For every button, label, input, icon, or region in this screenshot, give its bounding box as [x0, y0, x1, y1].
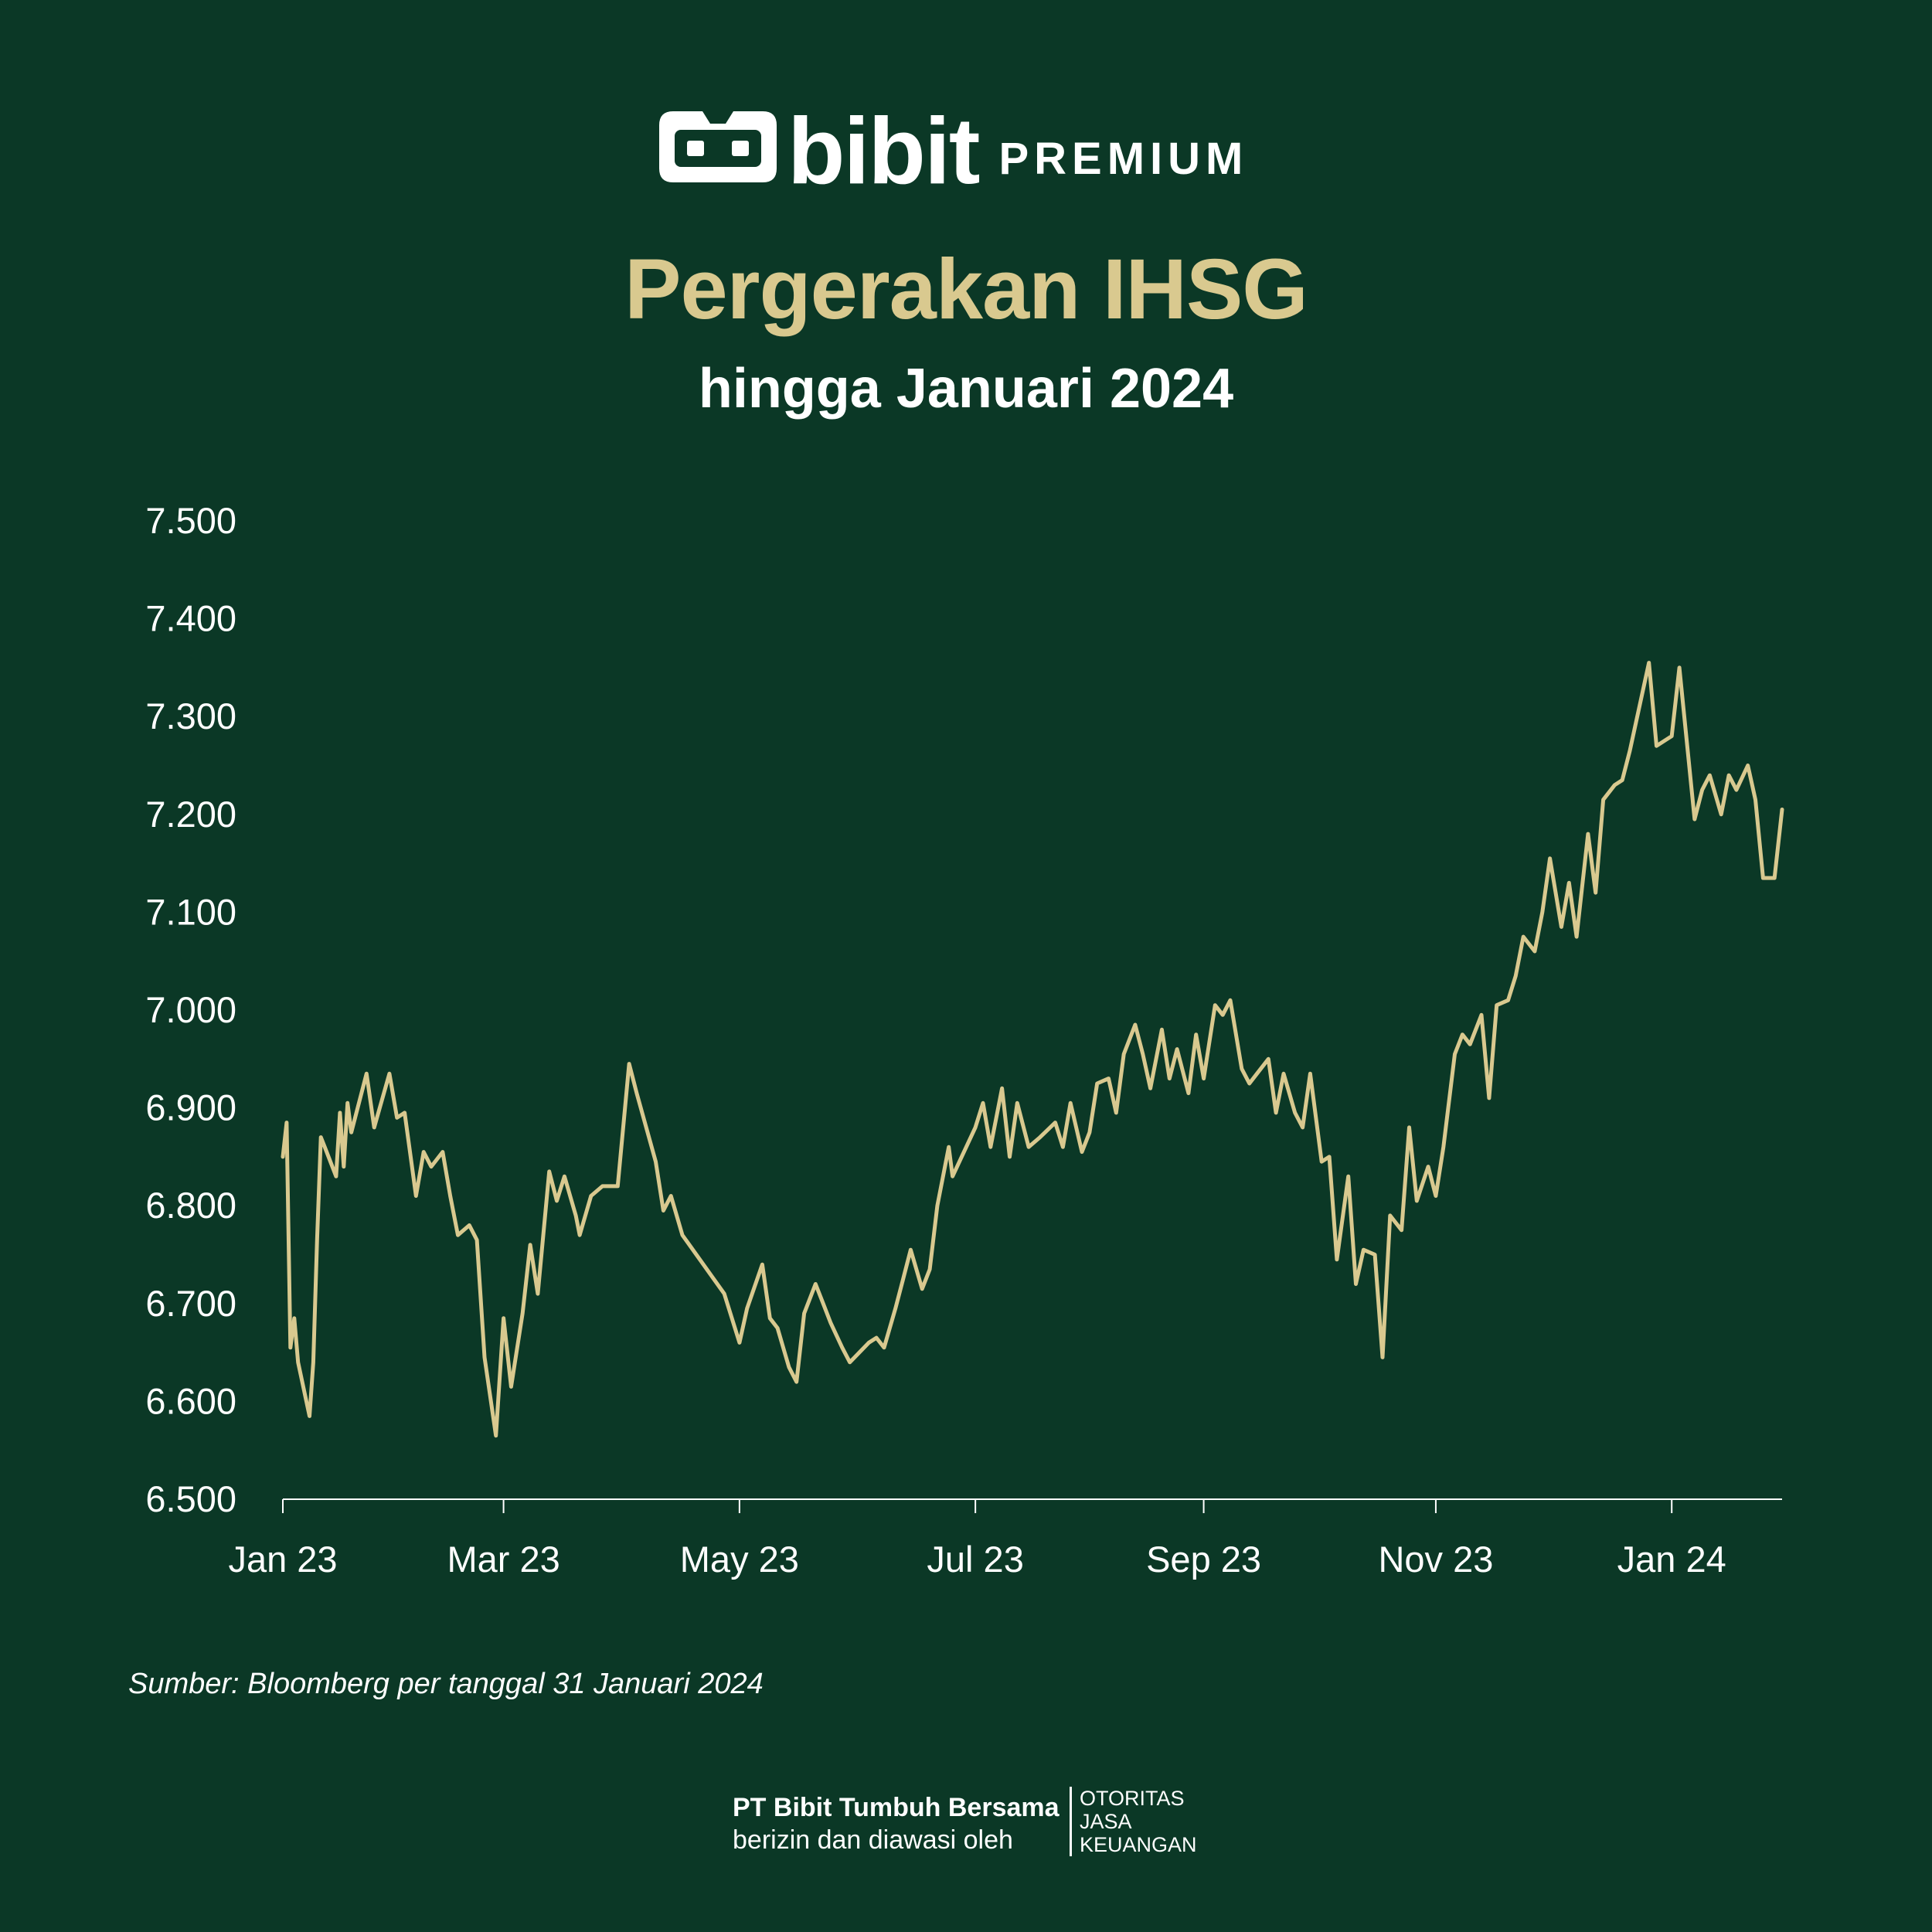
y-tick-label: 7.400: [145, 598, 236, 639]
ojk-line: KEUANGAN: [1080, 1833, 1197, 1856]
brand-tagline: PREMIUM: [998, 134, 1249, 184]
x-tick-label: Sep 23: [1146, 1539, 1261, 1580]
y-tick-label: 7.500: [145, 500, 236, 541]
brand-name: bibit: [787, 98, 980, 203]
y-tick-label: 6.700: [145, 1283, 236, 1324]
bibit-logo-icon: [659, 111, 777, 182]
y-tick-label: 6.900: [145, 1087, 236, 1128]
y-tick-label: 7.000: [145, 989, 236, 1030]
x-tick-label: May 23: [680, 1539, 799, 1580]
y-tick-label: 7.100: [145, 891, 236, 932]
x-tick-label: Jan 23: [228, 1539, 337, 1580]
x-tick-label: Nov 23: [1378, 1539, 1493, 1580]
ihsg-series-line: [281, 661, 1784, 1438]
ojk-line: OTORITAS: [1080, 1787, 1185, 1810]
y-tick-label: 6.600: [145, 1380, 236, 1421]
license-text: berizin dan diawasi oleh: [733, 1825, 1013, 1855]
footer-divider: [1070, 1787, 1072, 1856]
y-tick-label: 7.200: [145, 794, 236, 835]
x-tick-label: Jul 23: [927, 1539, 1023, 1580]
y-axis: 6.500 6.600 6.700 6.800 6.900 7.000 7.100 7.200…: [145, 500, 236, 1519]
page-subtitle: hingga Januari 2024: [698, 358, 1234, 420]
source-note: Sumber: Bloomberg per tanggal 31 Januari…: [128, 1668, 764, 1700]
y-tick-label: 6.800: [145, 1185, 236, 1226]
ihsg-line-chart: 6.500 6.600 6.700 6.800 6.900 7.000 7.100 7.200…: [145, 500, 1784, 1580]
x-axis: Jan 23 Mar 23 May 23 Jul 23 Sep 23 Nov 23 Jan …: [228, 1499, 1726, 1580]
footer-company: PT Bibit Tumbuh Bersama berizin dan diaw…: [733, 1791, 1060, 1856]
x-tick-label: Mar 23: [447, 1539, 560, 1580]
x-tick-label: Jan 24: [1617, 1539, 1726, 1580]
ojk-logo: OTORITAS JASA KEUANGAN: [1080, 1787, 1197, 1856]
y-tick-label: 6.500: [145, 1478, 236, 1519]
ojk-line: JASA: [1080, 1810, 1132, 1833]
page-title: Pergerakan IHSG: [624, 242, 1308, 337]
brand-header: bibit PREMIUM: [659, 98, 1249, 203]
y-tick-label: 7.300: [145, 696, 236, 736]
company-name: PT Bibit Tumbuh Bersama: [733, 1793, 1060, 1822]
